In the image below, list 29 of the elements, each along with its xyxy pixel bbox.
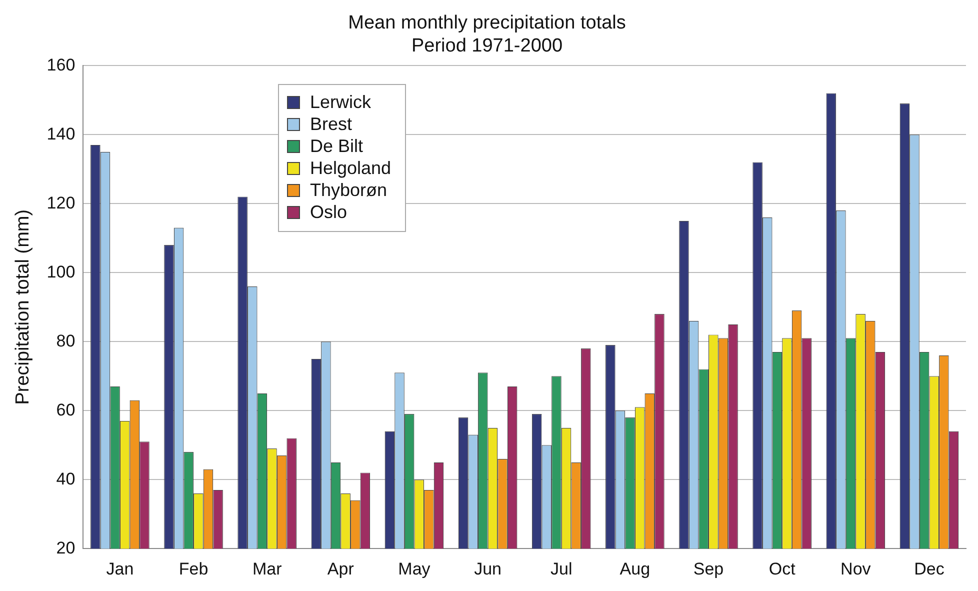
x-tick-label: Oct bbox=[768, 559, 796, 578]
y-axis-title: Precipitation total (mm) bbox=[12, 209, 34, 405]
x-tick-label: Sep bbox=[693, 559, 724, 578]
y-tick-label: 120 bbox=[46, 193, 76, 212]
x-tick-label: Mar bbox=[252, 559, 282, 578]
y-tick-label: 20 bbox=[56, 538, 76, 558]
y-tick-label: 160 bbox=[46, 55, 76, 74]
legend-label: Lerwick bbox=[310, 92, 372, 112]
chart-title: Mean monthly precipitation totals bbox=[348, 12, 626, 34]
chart-subtitle: Period 1971-2000 bbox=[411, 35, 563, 56]
x-tick-label: Dec bbox=[914, 559, 945, 578]
x-tick-label: Aug bbox=[620, 559, 650, 578]
x-tick-label: Jun bbox=[474, 559, 502, 578]
legend-label: Oslo bbox=[310, 202, 348, 222]
x-tick-label: Feb bbox=[178, 559, 208, 578]
x-tick-label: Jan bbox=[106, 559, 134, 578]
legend-label: Thyborøn bbox=[310, 180, 388, 200]
legend-label: Brest bbox=[310, 114, 352, 134]
x-tick-label: May bbox=[398, 559, 431, 578]
x-tick-label: Jul bbox=[550, 559, 572, 578]
y-tick-label: 100 bbox=[46, 262, 76, 282]
y-tick-label: 80 bbox=[56, 331, 76, 350]
x-tick-label: Apr bbox=[327, 559, 354, 578]
legend-label: Helgoland bbox=[310, 158, 392, 178]
y-tick-label: 140 bbox=[46, 124, 76, 144]
y-tick-label: 60 bbox=[56, 400, 76, 420]
y-tick-label: 40 bbox=[56, 469, 76, 488]
x-tick-label: Nov bbox=[840, 559, 872, 578]
legend-label: De Bilt bbox=[310, 136, 364, 156]
